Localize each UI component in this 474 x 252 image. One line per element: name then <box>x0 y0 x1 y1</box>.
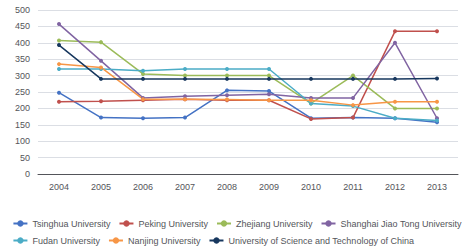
svg-text:University of Science and Tech: University of Science and Technology of … <box>228 236 413 246</box>
svg-text:Peking University: Peking University <box>138 219 208 229</box>
svg-text:2009: 2009 <box>259 182 279 192</box>
svg-text:2007: 2007 <box>175 182 195 192</box>
svg-text:450: 450 <box>15 21 30 31</box>
svg-text:2010: 2010 <box>301 182 321 192</box>
svg-text:2008: 2008 <box>217 182 237 192</box>
svg-text:150: 150 <box>15 120 30 130</box>
svg-text:Tsinghua University: Tsinghua University <box>32 219 111 229</box>
svg-text:2013: 2013 <box>427 182 447 192</box>
svg-text:50: 50 <box>20 153 30 163</box>
svg-text:0: 0 <box>25 169 30 179</box>
svg-text:Shanghai Jiao Tong University: Shanghai Jiao Tong University <box>341 219 462 229</box>
svg-text:2011: 2011 <box>343 182 362 192</box>
svg-text:2012: 2012 <box>385 182 405 192</box>
svg-text:Fudan University: Fudan University <box>32 236 100 246</box>
svg-text:350: 350 <box>15 54 30 64</box>
svg-text:300: 300 <box>15 71 30 81</box>
svg-text:Nanjing University: Nanjing University <box>128 236 201 246</box>
svg-text:100: 100 <box>15 136 30 146</box>
svg-text:200: 200 <box>15 103 30 113</box>
svg-text:400: 400 <box>15 38 30 48</box>
svg-text:2006: 2006 <box>133 182 153 192</box>
svg-text:500: 500 <box>15 5 30 15</box>
svg-text:2005: 2005 <box>91 182 111 192</box>
svg-text:250: 250 <box>15 87 30 97</box>
svg-text:2004: 2004 <box>49 182 69 192</box>
svg-text:Zhejiang University: Zhejiang University <box>236 219 313 229</box>
